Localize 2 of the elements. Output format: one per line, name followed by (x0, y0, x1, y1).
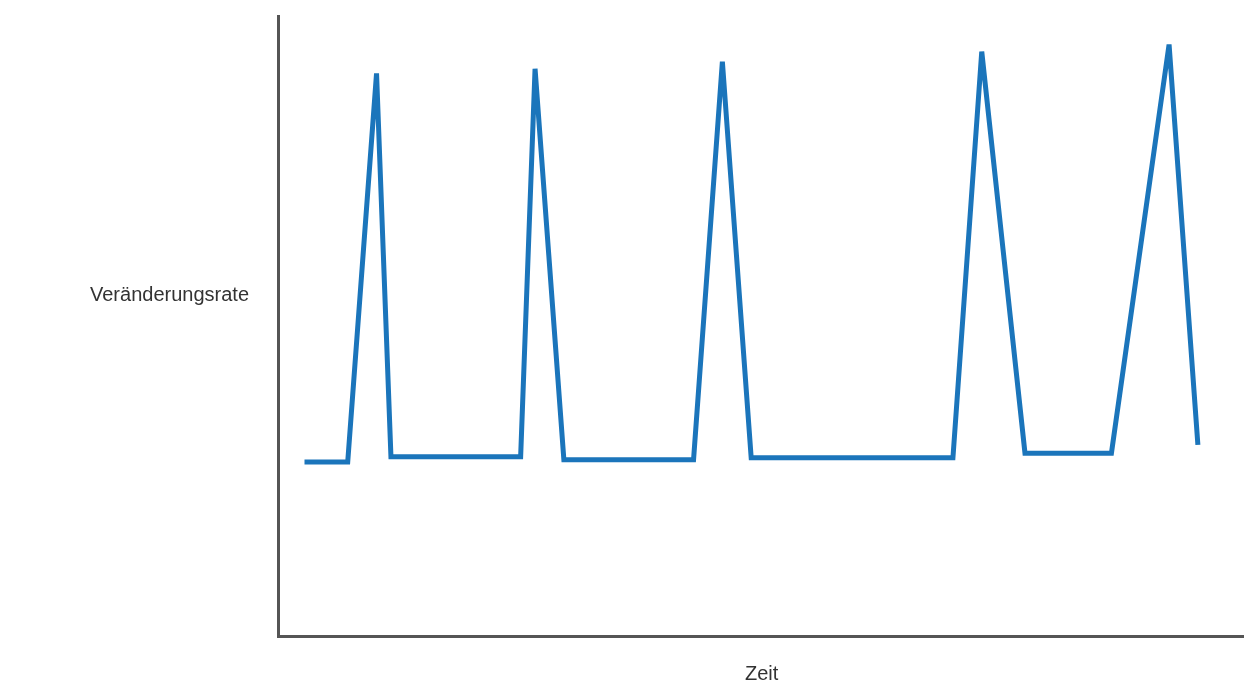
y-axis-title: Veränderungsrate (90, 283, 250, 305)
x-axis-title: Zeit (745, 662, 779, 684)
